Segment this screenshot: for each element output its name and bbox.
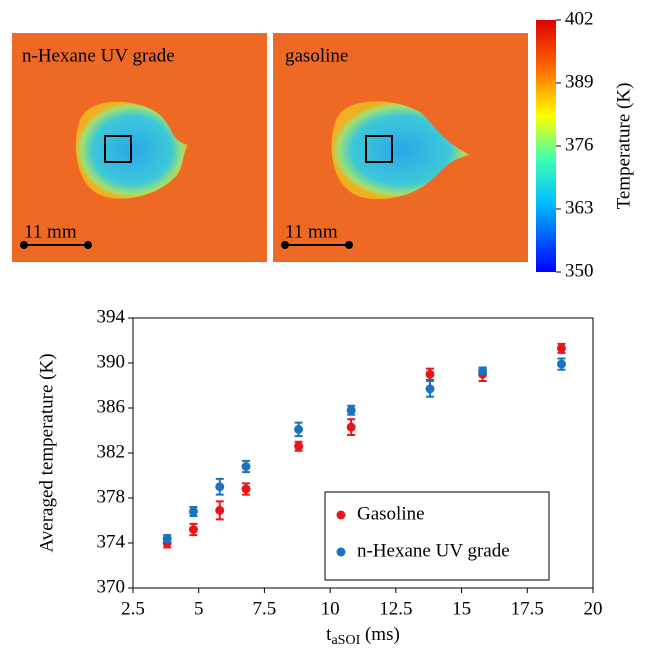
panel: gasoline 11 mm [273,33,528,262]
x-tick-label: 20 [584,598,603,619]
x-tick-label: 7.5 [253,598,277,619]
scale-label: 11 mm [24,221,77,242]
x-axis-label-part: aSOI [331,633,360,648]
x-tick-label: 2.5 [121,598,145,619]
colorbar-tick-label: 389 [565,71,594,92]
point [242,462,251,471]
point [242,485,251,494]
y-tick-label: 394 [97,306,126,327]
point [557,344,566,353]
y-tick-label: 390 [97,351,126,372]
colorbar-label: Temperature (K) [613,83,634,210]
legend-marker [337,511,346,520]
colorbar-tick-label: 350 [565,260,594,281]
x-tick-label: 12.5 [379,598,412,619]
point [557,360,566,369]
point [189,507,198,516]
panel-label: gasoline [285,45,348,66]
point [215,482,224,491]
legend-label: n-Hexane UV grade [357,540,510,561]
x-axis-label-part: (ms) [360,624,400,645]
colorbar-tick-label: 402 [565,8,594,29]
x-tick-label: 17.5 [511,598,544,619]
y-tick-label: 378 [97,486,126,507]
y-tick-label: 370 [97,576,126,597]
point [294,442,303,451]
point [189,525,198,534]
panel: n-Hexane UV grade 11 mm [12,33,267,262]
point [215,506,224,515]
legend-label: Gasoline [357,503,425,524]
colorbar [536,20,556,272]
y-tick-label: 382 [97,441,126,462]
colorbar-tick-label: 363 [565,197,594,218]
point [478,366,487,375]
x-tick-label: 15 [452,598,471,619]
point [426,370,435,379]
scale-end [345,241,353,249]
point [426,384,435,393]
scale-label: 11 mm [285,221,338,242]
x-tick-label: 10 [321,598,340,619]
figure: n-Hexane UV grade 11 mm gasoline 11 mm T… [0,0,649,659]
y-tick-label: 374 [97,531,126,552]
y-axis-label: Averaged temperature (K) [36,353,57,552]
colorbar-tick-label: 376 [565,134,594,155]
scale-end [281,241,289,249]
legend-marker [337,548,346,557]
point [347,423,356,432]
point [347,406,356,415]
scale-end [20,241,28,249]
panel-label: n-Hexane UV grade [22,45,175,66]
x-tick-label: 5 [194,598,204,619]
point [294,425,303,434]
point [163,534,172,543]
y-tick-label: 386 [97,396,126,417]
x-axis-label: taSOI (ms) [326,624,400,648]
scale-end [84,241,92,249]
